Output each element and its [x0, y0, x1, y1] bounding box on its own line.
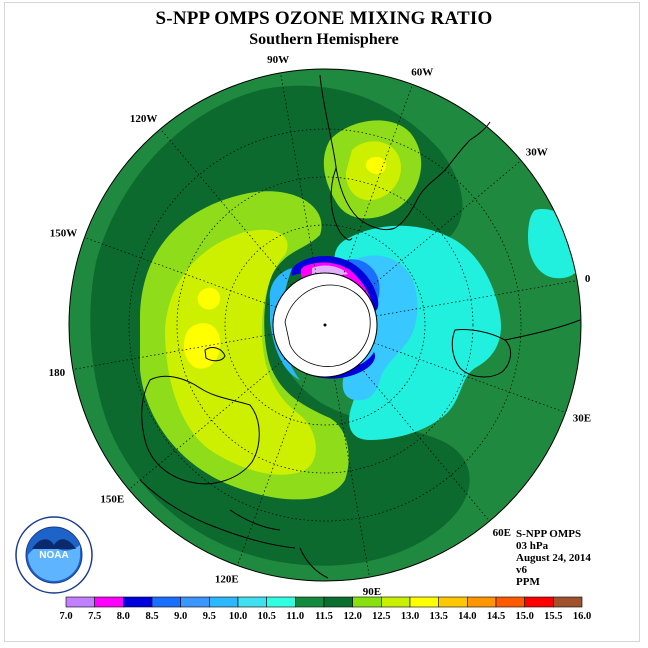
- colorbar-swatch: [524, 596, 554, 608]
- field-yellow-patch-2: [197, 287, 220, 310]
- colorbar-swatch: [180, 596, 210, 608]
- map-boundary: [68, 68, 582, 582]
- coastline-islands-1: [229, 509, 281, 531]
- colorbar-tick-label: 15.0: [516, 611, 534, 622]
- colorbar-swatch: [495, 596, 526, 608]
- longitude-label: 180: [49, 367, 66, 379]
- longitude-label: 150E: [100, 494, 124, 506]
- field-yellow-patch-1: [183, 323, 221, 369]
- south-pole-marker: [323, 323, 327, 327]
- colorbar-swatch: [294, 596, 325, 608]
- colorbar-tick-label: 11.5: [315, 611, 333, 622]
- longitude-labels: 90W 60W 30W 0 30E 60E 90E 120E 150E 180 150W 120W: [49, 54, 591, 598]
- coastline-australia: [141, 375, 260, 485]
- coastline-south-africa: [451, 329, 512, 378]
- colorbar-tick-label: 8.0: [117, 611, 130, 622]
- colorbar-tick-label: 7.0: [59, 611, 72, 622]
- field-yellow-patch-3: [365, 156, 386, 175]
- colorbar-tick-label: 14.0: [458, 611, 476, 622]
- colorbar-tick-label: 9.0: [174, 611, 187, 622]
- longitude-label: 60E: [493, 527, 511, 539]
- colorbar-swatch: [237, 596, 268, 608]
- info-level: 03 hPa: [516, 540, 549, 552]
- colorbar-tick-label: 16.0: [573, 611, 591, 622]
- coastline-africa-east: [504, 319, 581, 341]
- latitude-circle-1: [272, 272, 378, 378]
- info-units: PPM: [516, 576, 540, 588]
- colorbar-swatch: [151, 596, 182, 608]
- colorbar-tick-label: 12.5: [372, 611, 390, 622]
- page-title: S-NPP OMPS OZONE MIXING RATIO: [155, 8, 493, 29]
- colorbar-swatch: [352, 596, 382, 608]
- longitude-label: 30E: [573, 412, 591, 424]
- colorbar-swatch: [409, 596, 440, 608]
- colorbar-tick-label: 7.5: [88, 611, 101, 622]
- longitude-label: 120W: [130, 113, 158, 125]
- longitude-label: 0: [585, 273, 591, 285]
- colorbar-swatch: [380, 596, 411, 608]
- colorbar-tick-label: 14.5: [487, 611, 505, 622]
- colorbar-tick-label: 8.5: [145, 611, 158, 622]
- coastline-new-zealand: [204, 347, 226, 362]
- colorbar-boxes: [65, 596, 583, 608]
- colorbar-tick-label: 9.5: [203, 611, 216, 622]
- colorbar-swatch: [65, 596, 96, 608]
- noaa-logo: NOAA: [15, 516, 93, 594]
- info-panel: S-NPP OMPS 03 hPa August 24, 2014 v6 PPM: [516, 528, 591, 588]
- colorbar-tick-label: 11.0: [286, 611, 304, 622]
- figure-frame: [4, 2, 640, 642]
- colorbar-swatch: [94, 596, 124, 608]
- colorbar-tick-label: 15.5: [544, 611, 562, 622]
- colorbar-swatch: [323, 596, 354, 608]
- coastline-indonesia: [139, 479, 296, 549]
- colorbar-swatch: [123, 596, 153, 608]
- colorbar-tick-label: 10.5: [258, 611, 276, 622]
- longitude-label: 120E: [215, 574, 239, 586]
- graticule: [72, 72, 578, 578]
- colorbar-swatch: [466, 596, 497, 608]
- coastline-south-america-tip: [330, 167, 353, 241]
- longitude-label: 60W: [411, 66, 433, 78]
- longitude-label: 90W: [267, 54, 289, 66]
- colorbar-swatch: [266, 596, 296, 608]
- colorbar-swatch: [209, 596, 239, 608]
- noaa-logo-text: NOAA: [39, 550, 68, 561]
- colorbar-tick-label: 13.0: [401, 611, 419, 622]
- latitude-circle-2: [224, 224, 426, 426]
- page-subtitle: Southern Hemisphere: [249, 31, 399, 48]
- coastline-antarctica: [284, 284, 371, 367]
- coastline-islands-2: [299, 547, 329, 579]
- info-version: v6: [516, 564, 527, 576]
- coastline-brazil: [469, 121, 491, 141]
- latitude-circle-4: [128, 128, 522, 522]
- colorbar-swatch: [552, 596, 583, 608]
- field-blue-west-rim: [269, 268, 300, 380]
- info-instrument: S-NPP OMPS: [516, 528, 582, 540]
- longitude-label: 90E: [363, 586, 381, 598]
- colorbar-swatch: [438, 596, 468, 608]
- colorbar-labels: 7.0 7.5 8.0 8.5 9.0 9.5 10.0 10.5 11.0 11.5 12.0 12…: [59, 611, 591, 622]
- latitude-circle-3: [176, 176, 474, 474]
- info-date: August 24, 2014: [516, 552, 591, 564]
- colorbar-tick-label: 13.5: [430, 611, 448, 622]
- longitude-label: 30W: [526, 146, 548, 158]
- colorbar-tick-label: 12.0: [344, 611, 362, 622]
- colorbar-tick-label: 10.0: [229, 611, 247, 622]
- longitude-label: 150W: [50, 228, 78, 240]
